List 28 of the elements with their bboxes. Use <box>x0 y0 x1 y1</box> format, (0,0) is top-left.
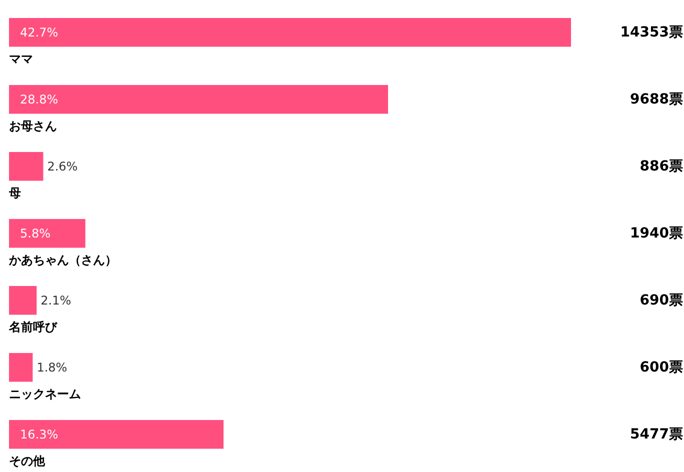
y-tick-label: ニックネーム <box>9 386 81 401</box>
bar <box>9 18 571 47</box>
text: 9688票 <box>630 91 683 108</box>
text: 886票 <box>640 158 683 174</box>
y-tick-label: お母さん <box>9 118 57 133</box>
y-tick-label: 名前呼び <box>8 320 58 334</box>
data-label: 16.3% <box>20 427 58 442</box>
data-label: 28.8% <box>20 92 58 106</box>
text: 600票 <box>640 359 683 376</box>
bar <box>9 353 33 382</box>
data-label: 42.7% <box>20 25 58 40</box>
bar <box>9 152 44 181</box>
y-tick-label: その他 <box>9 454 46 468</box>
y-tick-label: ママ <box>9 52 33 66</box>
data-label: 5.8% <box>20 226 50 240</box>
data-label: 2.1% <box>40 293 72 308</box>
bar <box>9 420 224 449</box>
bar <box>9 286 37 315</box>
y-tick-label: かあちゃん（さん） <box>8 252 117 267</box>
text: 5477票 <box>630 426 683 442</box>
bar <box>9 85 388 114</box>
text: 690票 <box>640 292 683 308</box>
data-label: 1.8% <box>36 360 68 374</box>
y-tick-label: 母 <box>8 186 21 200</box>
bar <box>9 219 86 248</box>
text: 14353票 <box>620 24 683 40</box>
text: 1940票 <box>630 225 683 242</box>
data-label: 2.6% <box>47 159 78 174</box>
